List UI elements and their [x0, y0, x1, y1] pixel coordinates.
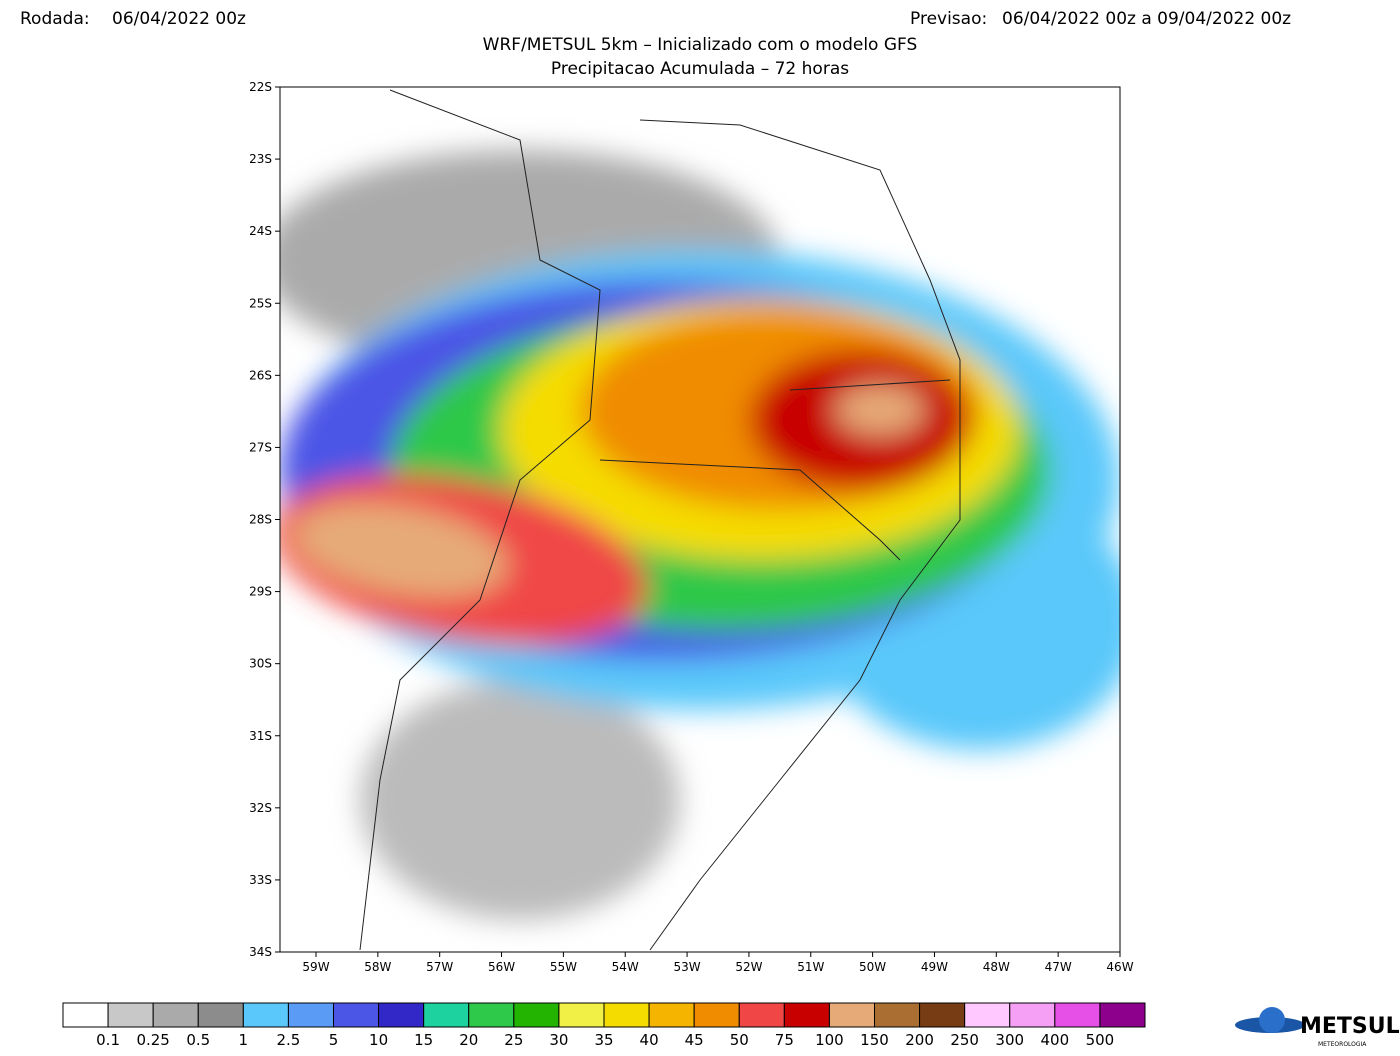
colorbar-swatch	[468, 1002, 515, 1028]
colorbar-swatch	[738, 1002, 785, 1028]
lat-tick-label: 22S	[249, 80, 272, 94]
lat-tick-label: 29S	[249, 585, 272, 599]
lat-tick-label: 28S	[249, 513, 272, 527]
colorbar-swatch	[242, 1002, 289, 1028]
colorbar-swatch	[964, 1002, 1011, 1028]
colorbar-swatch	[378, 1002, 425, 1028]
colorbar-swatch	[62, 1002, 109, 1028]
lat-tick-label: 32S	[249, 801, 272, 815]
lon-tick-label: 57W	[426, 960, 453, 974]
colorbar-label: 75	[775, 1031, 794, 1049]
colorbar-label: 0.25	[136, 1031, 169, 1049]
lat-tick-label: 30S	[249, 657, 272, 671]
colorbar-label: 15	[414, 1031, 433, 1049]
lat-tick-label: 26S	[249, 368, 272, 382]
colorbar-label: 40	[640, 1031, 659, 1049]
lon-tick-label: 51W	[797, 960, 824, 974]
colorbar-label: 1	[239, 1031, 249, 1049]
colorbar-label: 25	[504, 1031, 523, 1049]
colorbar-label: 400	[1041, 1031, 1070, 1049]
lon-tick-label: 59W	[302, 960, 329, 974]
logo: METSUL METEOROLOGIA	[1235, 1007, 1400, 1048]
lon-tick-label: 54W	[612, 960, 639, 974]
colorbar-label: 50	[730, 1031, 749, 1049]
lon-tick-label: 48W	[983, 960, 1010, 974]
logo-text: METSUL	[1300, 1014, 1400, 1039]
lon-tick-label: 46W	[1106, 960, 1133, 974]
colorbar-swatch	[513, 1002, 560, 1028]
lon-tick-label: 49W	[921, 960, 948, 974]
lon-tick-label: 50W	[859, 960, 886, 974]
run-label: Rodada:	[20, 9, 90, 29]
map-title: WRF/METSUL 5km – Inicializado com o mode…	[483, 35, 918, 55]
lon-tick-label: 47W	[1045, 960, 1072, 974]
lon-tick-label: 53W	[674, 960, 701, 974]
colorbar-swatch	[919, 1002, 966, 1028]
colorbar-swatch	[693, 1002, 740, 1028]
lat-tick-label: 31S	[249, 729, 272, 743]
lat-tick-label: 34S	[249, 945, 272, 959]
colorbar-swatch	[423, 1002, 470, 1028]
colorbar-label: 5	[329, 1031, 339, 1049]
colorbar-swatch	[152, 1002, 199, 1028]
colorbar-swatch	[874, 1002, 921, 1028]
forecast-range: 06/04/2022 00z a 09/04/2022 00z	[1002, 9, 1291, 29]
colorbar-swatch	[783, 1002, 830, 1028]
run-date: 06/04/2022 00z	[112, 9, 246, 29]
colorbar-swatch	[1009, 1002, 1056, 1028]
map-subtitle: Precipitacao Acumulada – 72 horas	[551, 59, 849, 79]
colorbar-swatch	[1054, 1002, 1101, 1028]
colorbar-swatch	[828, 1002, 876, 1028]
colorbar-label: 200	[905, 1031, 934, 1049]
lat-tick-label: 33S	[249, 873, 272, 887]
colorbar-swatch	[603, 1002, 650, 1028]
colorbar-label: 35	[594, 1031, 613, 1049]
colorbar-label: 45	[685, 1031, 704, 1049]
precip-field	[280, 150, 1120, 920]
colorbar-label: 500	[1086, 1031, 1115, 1049]
lon-tick-label: 56W	[488, 960, 515, 974]
colorbar-label: 250	[950, 1031, 979, 1049]
colorbar-label: 100	[815, 1031, 844, 1049]
colorbar-label: 150	[860, 1031, 889, 1049]
colorbar-label: 30	[549, 1031, 568, 1049]
colorbar-swatch	[648, 1002, 695, 1028]
colorbar-label: 0.1	[96, 1031, 120, 1049]
colorbar-label: 10	[369, 1031, 388, 1049]
colorbar-label: 20	[459, 1031, 478, 1049]
lon-tick-label: 55W	[550, 960, 577, 974]
colorbar-swatch	[1099, 1002, 1146, 1028]
lon-tick-label: 52W	[735, 960, 762, 974]
colorbar-swatch	[333, 1002, 380, 1028]
colorbar-swatch	[197, 1002, 244, 1028]
lat-tick-label: 27S	[249, 440, 272, 454]
logo-subtext: METEOROLOGIA	[1318, 1041, 1367, 1048]
lon-tick-label: 58W	[364, 960, 391, 974]
lat-tick-label: 24S	[249, 224, 272, 238]
lat-tick-label: 25S	[249, 296, 272, 310]
colorbar-swatch	[107, 1002, 154, 1028]
colorbar-label: 2.5	[276, 1031, 300, 1049]
borders	[359, 89, 961, 951]
colorbar-swatch	[287, 1002, 334, 1028]
colorbar-swatch	[558, 1002, 605, 1028]
colorbar-label: 0.5	[186, 1031, 210, 1049]
forecast-label: Previsao:	[910, 9, 987, 29]
colorbar-label: 300	[995, 1031, 1024, 1049]
lat-tick-label: 23S	[249, 152, 272, 166]
